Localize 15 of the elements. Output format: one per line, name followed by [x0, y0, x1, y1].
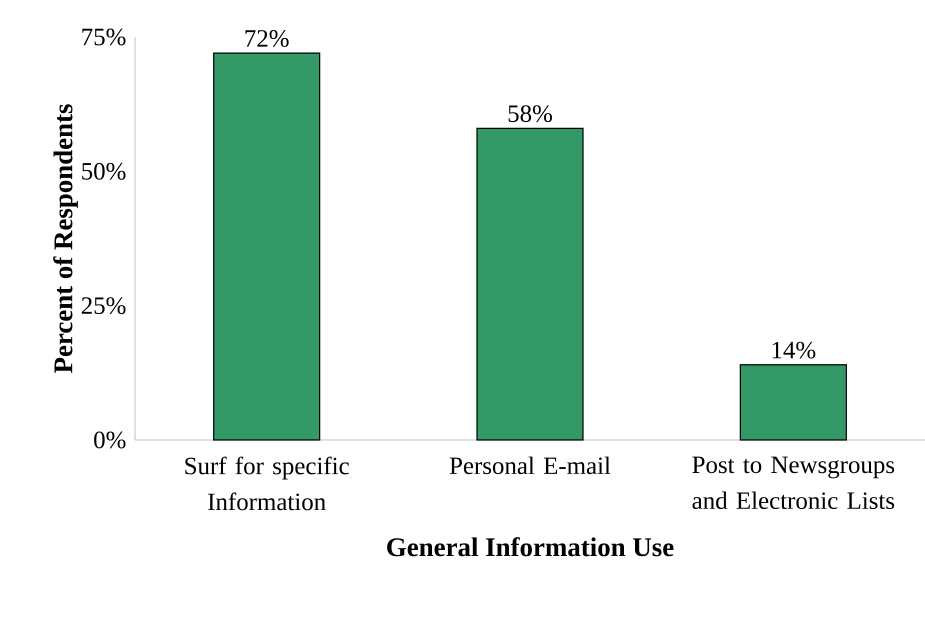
data-label: 14%: [772, 342, 816, 359]
x-tick-label: Surf for specific Information: [185, 456, 349, 510]
y-tick-label: 0%: [94, 432, 126, 448]
y-tick-label: 75%: [82, 28, 126, 46]
x-tick-label: Personal E-mail: [450, 456, 610, 474]
y-axis-title: Percent of Respondents: [53, 104, 78, 374]
y-tick-label: 25%: [82, 297, 126, 314]
bar: [213, 52, 320, 441]
bar: [476, 128, 584, 441]
x-axis-title: General Information Use: [387, 537, 674, 556]
data-label: 58%: [508, 105, 552, 122]
x-tick-label: Post to Newsgroups and Electronic Lists: [692, 456, 894, 510]
y-tick-label: 50%: [82, 162, 126, 180]
bar: [740, 364, 847, 441]
data-label: 72%: [245, 30, 289, 47]
